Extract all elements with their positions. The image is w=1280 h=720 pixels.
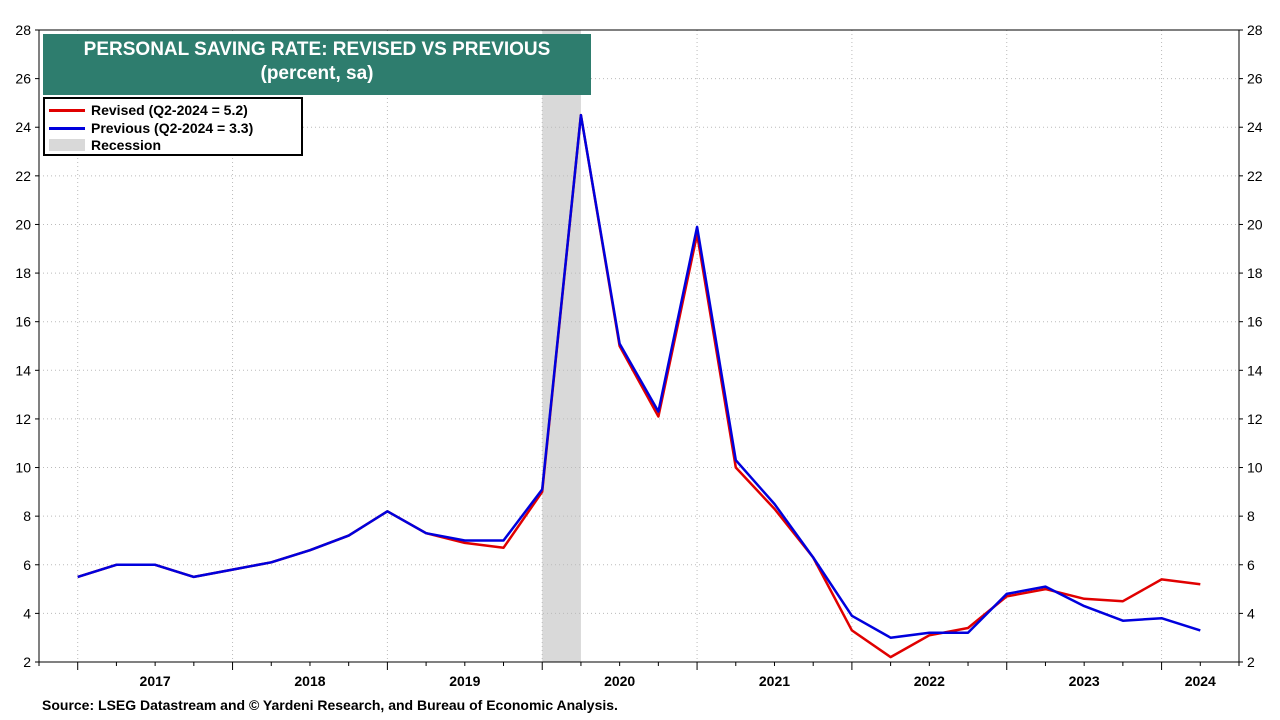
chart-title-box: PERSONAL SAVING RATE: REVISED VS PREVIOU… [43, 34, 591, 95]
y-tick-label-left: 2 [23, 654, 31, 670]
chart-title: PERSONAL SAVING RATE: REVISED VS PREVIOU… [83, 39, 551, 60]
y-tick-label-right: 12 [1247, 411, 1263, 427]
legend-item-previous: Previous (Q2-2024 = 3.3) [49, 119, 253, 137]
y-tick-label-left: 12 [15, 411, 31, 427]
y-tick-label-right: 16 [1247, 314, 1263, 330]
legend-swatch-previous [49, 126, 85, 130]
y-tick-label-left: 10 [15, 460, 31, 476]
y-tick-label-right: 8 [1247, 508, 1255, 524]
y-tick-label-left: 16 [15, 314, 31, 330]
source-note: Source: LSEG Datastream and © Yardeni Re… [42, 697, 618, 713]
legend: Revised (Q2-2024 = 5.2) Previous (Q2-202… [43, 97, 303, 156]
y-tick-label-left: 14 [15, 362, 31, 378]
legend-item-recession: Recession [49, 136, 161, 154]
plot-frame [38, 29, 1240, 663]
grid-layer [39, 30, 1239, 662]
series-line-revised [77, 113, 1201, 659]
y-tick-label-right: 24 [1247, 119, 1263, 135]
y-tick-label-left: 26 [15, 71, 31, 87]
x-axis-ticks: 2017 2018 2019 2020 2021 2022 2023 2024 [140, 673, 1217, 689]
series-line-previous [77, 113, 1201, 639]
x-tick-label: 2020 [604, 673, 635, 689]
y-tick-label-right: 18 [1247, 265, 1263, 281]
y-tick-label-left: 8 [23, 508, 31, 524]
x-tick-label: 2023 [1069, 673, 1100, 689]
legend-label-revised: Revised (Q2-2024 = 5.2) [91, 102, 248, 118]
legend-item-revised: Revised (Q2-2024 = 5.2) [49, 101, 248, 119]
legend-label-recession: Recession [91, 137, 162, 153]
y-tick-label-left: 20 [15, 216, 31, 232]
axes-layer [38, 29, 1240, 670]
y-tick-label-right: 22 [1247, 168, 1263, 184]
legend-swatch-revised [49, 108, 85, 112]
x-tick-label: 2022 [914, 673, 945, 689]
y-tick-label-left: 6 [23, 557, 31, 573]
y-tick-label-left: 4 [23, 605, 31, 621]
y-tick-label-right: 26 [1247, 71, 1263, 87]
chart-subtitle: (percent, sa) [260, 63, 374, 84]
y-tick-label-right: 28 [1247, 22, 1263, 38]
x-tick-label: 2019 [449, 673, 480, 689]
legend-label-previous: Previous (Q2-2024 = 3.3) [91, 120, 254, 136]
y-tick-label-right: 20 [1247, 216, 1263, 232]
x-tick-label: 2018 [294, 673, 325, 689]
x-tick-label: 2017 [140, 673, 171, 689]
legend-swatch-recession [49, 139, 85, 151]
y-tick-label-left: 18 [15, 265, 31, 281]
y-tick-label-right: 14 [1247, 362, 1263, 378]
y-tick-label-right: 4 [1247, 605, 1255, 621]
x-tick-label: 2021 [759, 673, 790, 689]
series-layer [77, 113, 1201, 659]
recession-band [542, 30, 581, 662]
y-tick-label-left: 24 [15, 119, 31, 135]
y-tick-label-right: 2 [1247, 654, 1255, 670]
y-tick-label-right: 10 [1247, 460, 1263, 476]
recession-layer [542, 30, 581, 662]
y-tick-label-right: 6 [1247, 557, 1255, 573]
y-tick-label-left: 22 [15, 168, 31, 184]
x-tick-label: 2024 [1185, 673, 1216, 689]
y-tick-label-left: 28 [15, 22, 31, 38]
